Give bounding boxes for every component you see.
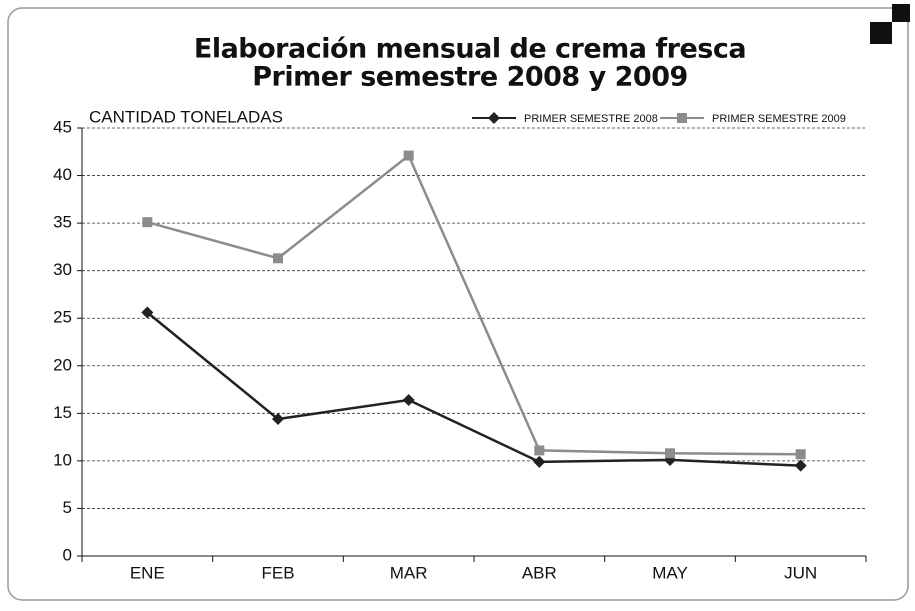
y-tick-label: 45 (53, 117, 72, 136)
marker (794, 459, 807, 472)
marker (677, 113, 687, 123)
y-tick-label: 25 (53, 308, 72, 327)
chart-title: Elaboración mensual de crema fresca (194, 34, 746, 65)
marker (665, 448, 675, 459)
x-tick-label: MAY (652, 563, 688, 582)
legend-label: PRIMER SEMESTRE 2009 (712, 113, 846, 125)
marker (141, 306, 154, 319)
frame (7, 7, 909, 601)
x-tick-label: FEB (261, 563, 294, 582)
y-tick-label: 10 (53, 450, 72, 469)
y-tick-label: 20 (53, 355, 72, 374)
marker (403, 150, 414, 161)
x-tick-label: MAR (390, 563, 428, 582)
marker (402, 394, 415, 407)
marker (534, 445, 545, 456)
marker (273, 253, 283, 264)
x-tick-label: ABR (522, 563, 557, 582)
y-tick-label: 15 (53, 403, 72, 422)
series-line (147, 153, 801, 456)
decor (892, 4, 910, 22)
legend-label: PRIMER SEMESTRE 2008 (524, 113, 658, 125)
marker (488, 112, 500, 124)
y-axis-label: CANTIDAD TONELADAS (89, 107, 283, 126)
y-tick-label: 40 (53, 165, 72, 184)
series-line (146, 311, 801, 467)
marker (533, 455, 546, 468)
marker (142, 217, 153, 228)
decor (870, 22, 892, 44)
marker (272, 413, 284, 426)
y-tick-label: 5 (63, 498, 72, 517)
y-tick-label: 0 (63, 545, 72, 564)
y-tick-label: 35 (53, 213, 72, 232)
marker (795, 449, 806, 460)
chart-subtitle: Primer semestre 2008 y 2009 (252, 62, 688, 93)
x-tick-label: JUN (784, 563, 817, 582)
y-tick-label: 30 (53, 260, 72, 279)
x-tick-label: ENE (130, 563, 165, 582)
